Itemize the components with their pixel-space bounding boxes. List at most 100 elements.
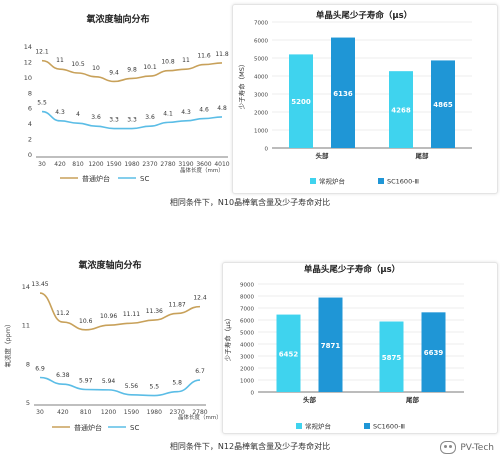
series-line-sc	[41, 110, 223, 130]
y-tick-label: 14	[22, 283, 30, 291]
y-tick-label: 10	[24, 74, 32, 82]
y-tick-label: 14	[24, 43, 32, 51]
data-label: 6.7	[195, 368, 205, 375]
x-tick-label: 1590	[124, 409, 139, 416]
data-label: 4.8	[217, 105, 227, 112]
y-tick-label: 11	[22, 322, 30, 330]
caption-n10: 相同条件下，N10晶棒氧含量及少子寿命对比	[169, 198, 331, 207]
x-tick-label: 30	[38, 161, 46, 168]
bar-normal	[379, 321, 404, 392]
data-label: 11.87	[169, 301, 186, 308]
bar-chart-panel-bottom	[222, 262, 498, 434]
y-axis-label: 少子寿命（μs）	[223, 315, 232, 362]
x-tick-label: 1200	[88, 161, 103, 168]
chart-title: 氧浓度轴向分布	[77, 259, 141, 271]
series-line-normal	[41, 59, 223, 83]
data-label: 12.1	[35, 49, 49, 56]
data-label: 9.8	[127, 66, 137, 73]
legend-label: SC1600-Ⅲ	[387, 178, 419, 186]
data-label: 4.3	[55, 109, 65, 116]
y-tick-label: 4	[28, 120, 32, 128]
data-label: 11	[182, 57, 190, 64]
data-label: 3.3	[127, 117, 137, 124]
data-label: 11.11	[123, 311, 140, 318]
wechat-icon	[440, 441, 457, 454]
data-label: 10.1	[143, 64, 157, 71]
y-axis-label: 氧浓度（ppm）	[3, 320, 12, 367]
y-tick-label: 3000	[254, 93, 268, 99]
data-label: 4.1	[163, 110, 173, 117]
x-tick-label: 810	[72, 161, 84, 168]
legend-swatch	[296, 423, 302, 429]
y-tick-label: 5000	[240, 331, 254, 337]
y-tick-label: 9000	[240, 283, 254, 289]
x-tick-label: 1590	[106, 161, 121, 168]
data-label: 5.94	[102, 378, 116, 385]
data-label: 10.6	[79, 318, 93, 325]
data-label: 10.96	[100, 313, 117, 320]
data-label: 4.3	[181, 109, 191, 116]
bar-value-label: 7871	[321, 342, 341, 350]
legend-label: 普通炉台	[82, 174, 110, 183]
data-label: 12.4	[193, 295, 207, 302]
watermark-text: PV-Tech	[460, 442, 494, 453]
data-label: 4	[76, 111, 80, 118]
data-label: 3.6	[145, 114, 155, 121]
bar-value-label: 5200	[291, 98, 311, 106]
y-tick-label: 1000	[254, 129, 268, 135]
watermark: PV-Tech	[440, 441, 494, 454]
data-label: 11.2	[56, 310, 70, 317]
bar-sc1600	[331, 37, 355, 148]
y-tick-label: 5	[26, 399, 30, 407]
y-tick-label: 2	[28, 136, 32, 144]
data-label: 5.56	[125, 383, 139, 390]
chart-title: 氧浓度轴向分布	[85, 13, 149, 25]
legend-label: 普通炉台	[74, 423, 102, 432]
data-label: 5.97	[79, 377, 93, 384]
y-tick-label: 0	[265, 147, 269, 153]
y-tick-label: 0	[28, 151, 32, 159]
x-tick-label: 1980	[147, 409, 162, 416]
data-label: 3.6	[91, 114, 101, 121]
chart-title: 单晶头尾少子寿命（μs）	[316, 10, 412, 21]
x-tick-label: 3600	[196, 161, 211, 168]
data-label: 10	[92, 65, 100, 72]
data-label: 9.4	[109, 69, 119, 76]
y-tick-label: 8	[28, 89, 32, 97]
y-tick-label: 8	[26, 360, 30, 368]
legend-swatch	[378, 178, 384, 184]
data-label: 3.3	[109, 117, 119, 124]
legend-label: SC	[130, 424, 139, 432]
bar-value-label: 4865	[433, 101, 453, 109]
x-tick-label: 2370	[170, 409, 185, 416]
bar-sc1600	[431, 60, 455, 148]
x-axis-label: 晶体长度（mm）	[178, 413, 222, 421]
data-label: 11.6	[197, 53, 211, 60]
bar-sc1600	[318, 297, 343, 392]
y-tick-label: 6000	[254, 39, 268, 45]
x-tick-label: 30	[36, 409, 44, 416]
legend-label: 常规炉台	[319, 177, 345, 186]
x-axis-label: 晶体长度（mm）	[180, 166, 224, 174]
x-tick-label: 1980	[124, 161, 139, 168]
series-line-normal	[39, 292, 201, 331]
x-tick-label: 头部	[303, 395, 317, 404]
data-label: 5.8	[172, 380, 182, 387]
data-label: 10.5	[71, 61, 85, 68]
y-axis-label: 少子寿命（MS）	[237, 61, 246, 110]
data-label: 11.36	[146, 308, 163, 315]
bar-normal	[389, 71, 413, 148]
x-tick-label: 尾部	[415, 151, 430, 160]
bar-normal	[276, 314, 301, 392]
series-line-sc	[39, 376, 201, 397]
y-tick-label: 6000	[240, 319, 254, 325]
y-tick-label: 7000	[254, 21, 268, 27]
y-tick-label: 2000	[254, 111, 268, 117]
y-tick-label: 5000	[254, 57, 268, 63]
x-tick-label: 2370	[142, 161, 157, 168]
y-tick-label: 2000	[240, 367, 254, 373]
